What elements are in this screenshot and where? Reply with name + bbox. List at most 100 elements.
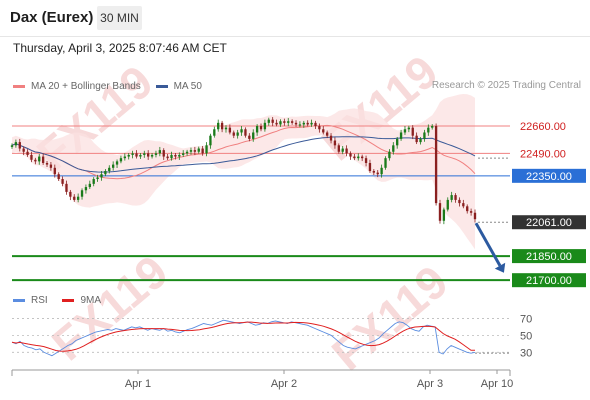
candle-1 [14, 139, 18, 148]
candle-5 [30, 151, 33, 163]
legend-label-ma50: MA 50 [173, 81, 202, 92]
bollinger-bands [12, 94, 475, 250]
rsi-tick-0: 70 [520, 313, 532, 325]
level-label-4: 21850.00 [526, 251, 572, 263]
rsi-panel: 70 50 30 [11, 313, 532, 359]
x-tick-label-2: Apr 3 [417, 378, 443, 390]
candle-99 [396, 136, 399, 149]
candle-62 [252, 129, 255, 142]
candle-81 [325, 130, 329, 139]
legend-swatch-ma50 [155, 85, 168, 88]
candle-60 [244, 127, 247, 138]
level-label-0: 22660.00 [520, 121, 566, 133]
candle-116 [462, 199, 465, 209]
candle-16 [73, 194, 76, 202]
level-badge-2 [512, 168, 586, 183]
candle-75 [302, 120, 305, 128]
level-label-1: 22490.00 [520, 148, 566, 160]
legend-swatch-9ma [62, 299, 75, 302]
candle-32 [135, 150, 138, 159]
candle-107 [427, 124, 430, 136]
candle-37 [154, 150, 158, 158]
rsi-tick-1: 50 [520, 330, 532, 342]
candle-50 [205, 142, 208, 157]
candle-18 [80, 188, 84, 200]
moving-averages [11, 124, 476, 180]
candle-55 [224, 125, 228, 133]
legend-label-rsi: RSI [31, 295, 48, 306]
level-label-2: 22350.00 [526, 171, 572, 183]
candle-20 [88, 180, 91, 189]
rsi-legend: RSI 9MA [13, 294, 113, 306]
candle-114 [454, 193, 457, 203]
candle-83 [333, 137, 337, 149]
candle-93 [372, 169, 376, 176]
candle-7 [38, 153, 41, 165]
candle-11 [53, 164, 56, 178]
projection-arrow-shaft [474, 222, 502, 267]
candle-106 [423, 129, 426, 142]
level-labels: 22660.00 22490.00 22350.00 22061.00 21850.00… [512, 121, 586, 288]
projection-arrow-head [494, 262, 506, 273]
rsi-tick-2: 30 [520, 347, 532, 359]
candle-8 [41, 153, 45, 165]
candle-105 [419, 136, 422, 145]
legend-item-ma50: MA 50 [155, 81, 202, 92]
candle-31 [131, 150, 134, 159]
candle-38 [158, 146, 162, 157]
legend-label-9ma: 9MA [80, 295, 102, 306]
legend-item-rsi: RSI [13, 295, 48, 306]
candle-3 [22, 146, 25, 156]
candle-54 [220, 120, 224, 133]
candle-66 [267, 117, 270, 126]
candle-17 [76, 193, 80, 203]
candle-30 [127, 153, 130, 160]
candle-91 [364, 155, 368, 167]
legend-item-ma20: MA 20 + Bollinger Bands [13, 81, 141, 92]
watermark-3: FX119 [322, 255, 457, 380]
candle-117 [466, 204, 469, 214]
timestamp: Thursday, April 3, 2025 8:07:46 AM CET [13, 41, 227, 55]
candle-102 [407, 125, 411, 133]
candle-49 [201, 145, 204, 156]
candle-104 [415, 132, 418, 145]
candle-26 [111, 161, 115, 171]
candle-119 [473, 209, 477, 223]
candle-86 [345, 145, 348, 157]
candle-24 [104, 169, 107, 177]
candle-2 [18, 138, 21, 152]
candle-111 [442, 207, 446, 225]
candle-45 [185, 149, 189, 156]
candle-41 [170, 151, 173, 161]
candle-13 [61, 176, 64, 187]
candle-65 [263, 119, 267, 132]
candle-67 [271, 117, 274, 127]
candle-79 [318, 123, 321, 133]
candle-39 [162, 148, 165, 160]
candle-100 [399, 129, 403, 141]
projection-arrow [474, 222, 506, 273]
candle-82 [329, 133, 333, 144]
timeframe-button[interactable]: 30 MIN [97, 6, 142, 30]
level-badge-5 [512, 273, 586, 288]
ma20-line [11, 124, 476, 180]
research-credit: Research © 2025 Trading Central [431, 80, 581, 91]
legend-swatch-ma20 [13, 85, 25, 88]
candle-84 [337, 143, 340, 154]
candle-22 [96, 174, 99, 182]
candle-68 [275, 119, 278, 127]
candle-4 [26, 149, 29, 157]
candle-47 [193, 146, 197, 156]
x-axis: Apr 1 Apr 2 Apr 3 Apr 10 [11, 369, 513, 390]
candle-112 [446, 197, 449, 212]
candle-53 [217, 119, 220, 132]
candle-34 [143, 150, 146, 158]
level-badge-3 [512, 215, 586, 230]
candle-70 [283, 118, 286, 126]
legend-item-9ma: 9MA [62, 295, 101, 306]
candle-85 [341, 145, 344, 155]
candle-95 [380, 164, 383, 178]
candle-58 [236, 129, 239, 139]
ma50-line [11, 136, 476, 173]
